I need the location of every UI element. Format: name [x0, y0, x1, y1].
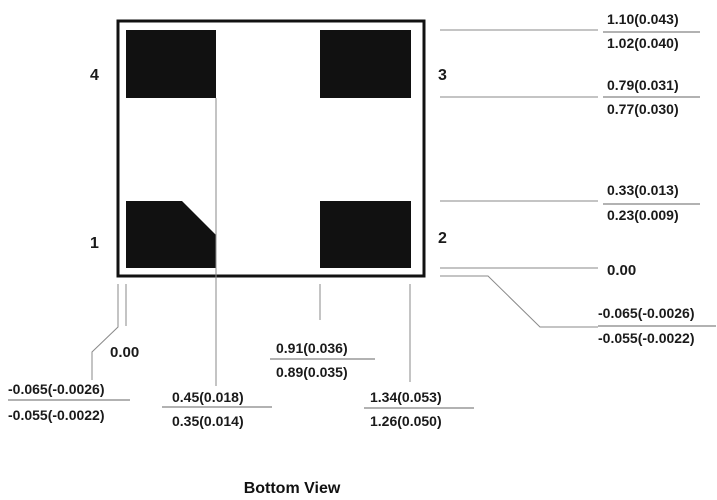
dim-bottom-offset-upper: -0.065(-0.0026): [8, 381, 105, 397]
pin-2-label: 2: [438, 230, 447, 247]
dim-mid-upper: 0.79(0.031): [607, 77, 679, 93]
dim-offset-right-upper: -0.065(-0.0026): [598, 305, 695, 321]
dim-pad-a-upper: 0.45(0.018): [172, 389, 244, 405]
dim-pad-b-upper: 1.34(0.053): [370, 389, 442, 405]
pin-1-label: 1: [90, 235, 99, 252]
dim-bottom-mid-upper: 0.91(0.036): [276, 340, 348, 356]
pad-2: [320, 201, 411, 268]
dim-offset-right-lower: -0.055(-0.0022): [598, 330, 695, 346]
dim-mid-lower: 0.77(0.030): [607, 101, 679, 117]
dim-pad-a-lower: 0.35(0.014): [172, 413, 244, 429]
dim-low-lower: 0.23(0.009): [607, 207, 679, 223]
pad-1: [126, 201, 216, 268]
leader-offset-right: [440, 275, 598, 328]
pad-3: [320, 30, 411, 98]
dim-top-lower: 1.02(0.040): [607, 35, 679, 51]
dim-top-upper: 1.10(0.043): [607, 11, 679, 27]
pin-4-label: 4: [90, 67, 99, 84]
leader-bottom-offset: [91, 284, 119, 380]
dim-bottom-offset-lower: -0.055(-0.0022): [8, 407, 105, 423]
pad-4: [126, 30, 216, 98]
dim-bottom-origin: 0.00: [110, 344, 139, 361]
dim-bottom-mid-lower: 0.89(0.035): [276, 364, 348, 380]
dim-low-upper: 0.33(0.013): [607, 182, 679, 198]
pin-3-label: 3: [438, 67, 447, 84]
dim-pad-b-lower: 1.26(0.050): [370, 413, 442, 429]
dim-origin-right: 0.00: [607, 262, 636, 279]
view-caption: Bottom View: [244, 480, 341, 497]
